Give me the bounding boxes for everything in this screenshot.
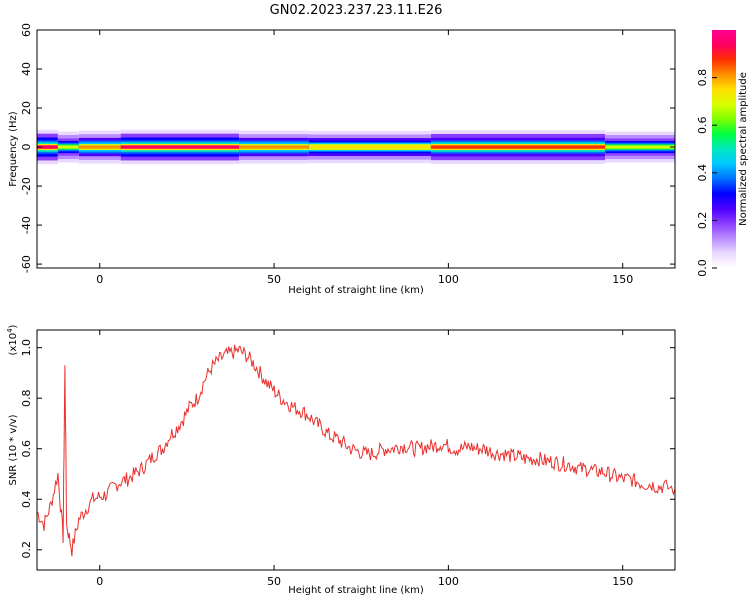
spectrogram-y-tick-label: -20 xyxy=(20,177,33,195)
snr-y-tick-label: 0.6 xyxy=(20,440,33,458)
spectrogram-band-cell xyxy=(308,145,431,149)
spectrogram-x-axis-label: Height of straight line (km) xyxy=(288,285,424,296)
spectrogram-y-tick-label: 20 xyxy=(20,101,33,115)
colorbar-tick-label: 0.8 xyxy=(696,69,709,87)
snr-series-line xyxy=(36,344,676,557)
spectrogram-band xyxy=(37,129,675,165)
snr-x-tick-label: 100 xyxy=(438,575,459,588)
figure-title: GN02.2023.237.23.11.E26 xyxy=(270,3,443,18)
snr-y-axis-label: SNR (10 * v/v) xyxy=(8,414,19,485)
colorbar-tick-label: 0.0 xyxy=(696,259,709,277)
snr-y-multiplier: (x104) xyxy=(6,324,19,355)
spectrogram-y-tick-label: 60 xyxy=(20,23,33,37)
snr-y-tick-label: 0.8 xyxy=(20,389,33,407)
spectrogram-panel: 0 50 100 150 -60 -40 -20 0 20 40 60 Height of stra… xyxy=(8,23,676,296)
snr-x-tick-label: 150 xyxy=(612,575,633,588)
colorbar-gradient xyxy=(712,30,736,268)
spectrogram-y-tick-label: -40 xyxy=(20,216,33,234)
colorbar-tick-label: 0.2 xyxy=(696,212,709,230)
snr-panel: 0 50 100 150 0.2 0.4 0.6 0.8 1.0 Height of strai… xyxy=(6,324,676,596)
spectrogram-y-tick-label: 40 xyxy=(20,62,33,76)
spectrogram-band-cell xyxy=(605,145,675,149)
snr-frame xyxy=(36,329,676,571)
snr-y-tick-label: 0.2 xyxy=(20,541,33,559)
spectrogram-y-tick-label: -60 xyxy=(20,255,33,273)
colorbar-tick-label: 0.6 xyxy=(696,116,709,134)
colorbar-label: Normalized spectral amplitude xyxy=(738,72,749,226)
spectrogram-band-cell xyxy=(120,145,240,149)
spectrogram-ticks: 0 50 100 150 -60 -40 -20 0 20 40 60 xyxy=(20,23,675,286)
snr-ticks: 0 50 100 150 0.2 0.4 0.6 0.8 1.0 xyxy=(20,330,675,588)
colorbar: 0.0 0.2 0.4 0.6 0.8 Normalized spectral ampl… xyxy=(696,30,749,277)
spectrogram-y-axis-label: Frequency (Hz) xyxy=(8,111,19,187)
snr-x-axis-label: Height of straight line (km) xyxy=(288,585,424,596)
spectrogram-x-tick-label: 50 xyxy=(267,273,281,286)
spectrogram-band-cell xyxy=(78,145,121,149)
spectrogram-band-cell xyxy=(37,145,58,149)
spectrogram-x-tick-label: 150 xyxy=(612,273,633,286)
snr-x-tick-label: 50 xyxy=(267,575,281,588)
snr-y-tick-label: 1.0 xyxy=(20,339,33,357)
snr-y-tick-label: 0.4 xyxy=(20,491,33,509)
spectrogram-x-tick-label: 0 xyxy=(96,273,103,286)
spectrogram-band-cell xyxy=(430,145,606,149)
snr-x-tick-label: 0 xyxy=(96,575,103,588)
spectrogram-band-cell xyxy=(57,145,79,149)
spectrogram-frame xyxy=(36,29,676,269)
colorbar-tick-label: 0.4 xyxy=(696,164,709,182)
spectrogram-band-cell xyxy=(239,145,309,149)
spectrogram-x-tick-label: 100 xyxy=(438,273,459,286)
colorbar-ticks: 0.0 0.2 0.4 0.6 0.8 xyxy=(696,69,717,277)
spectrogram-y-tick-label: 0 xyxy=(20,144,33,151)
